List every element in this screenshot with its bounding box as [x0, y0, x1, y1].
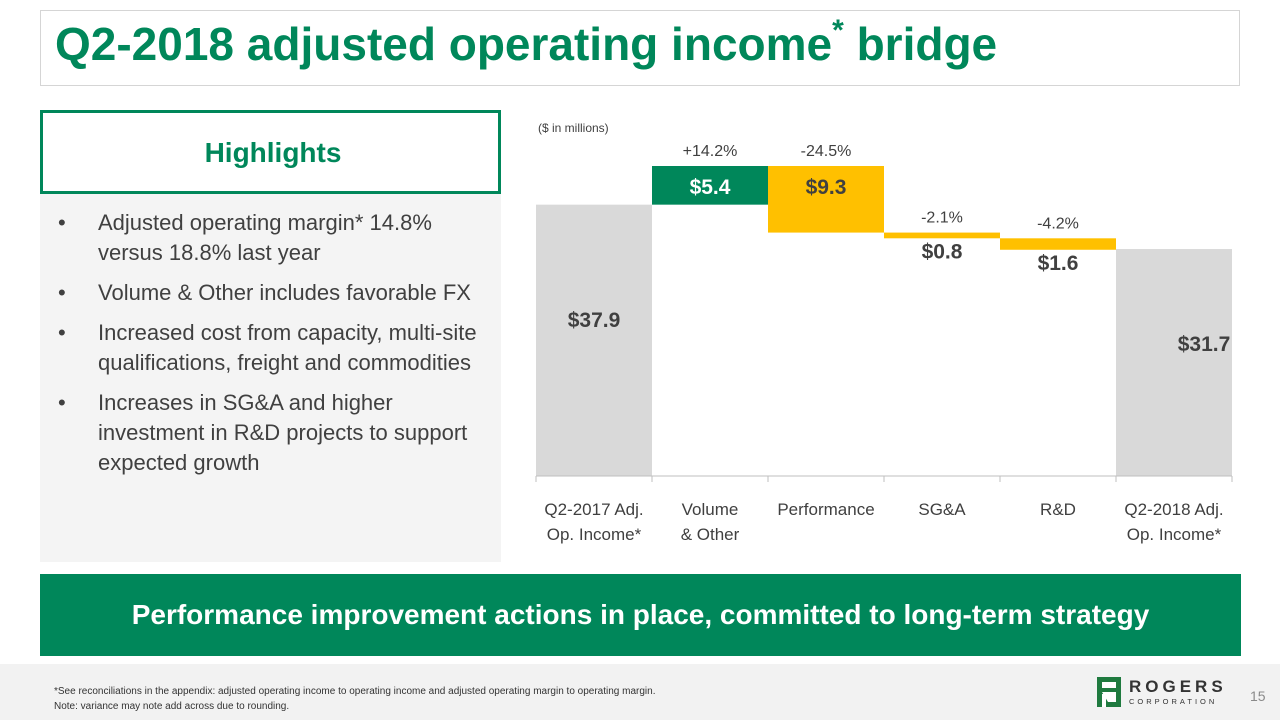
- bar-2: [768, 166, 884, 233]
- category-label-5: Q2-2018 Adj.: [1124, 500, 1223, 519]
- pct-label-2: -24.5%: [801, 143, 852, 160]
- highlight-item: • Adjusted operating margin* 14.8% versus…: [58, 208, 498, 268]
- title-box: Q2-2018 adjusted operating income* bridg…: [40, 10, 1240, 86]
- pct-label-1: +14.2%: [683, 143, 738, 160]
- category-label-0: Q2-2017 Adj.: [544, 500, 643, 519]
- title-asterisk: *: [832, 13, 844, 47]
- pct-label-3: -2.1%: [921, 210, 963, 227]
- page-title: Q2-2018 adjusted operating income* bridg…: [55, 13, 998, 71]
- logo-wordmark: ROGERS: [1129, 677, 1227, 696]
- bar-0: [536, 204, 652, 476]
- title-text: Q2-2018 adjusted operating income: [55, 18, 833, 70]
- highlights-list: • Adjusted operating margin* 14.8% versus…: [58, 208, 498, 488]
- data-label-4: $1.6: [1038, 252, 1079, 275]
- highlights-header: Highlights: [40, 110, 501, 194]
- bullet-marker: •: [58, 280, 66, 305]
- rogers-logo-mark: [1097, 677, 1121, 707]
- footnote: *See reconciliations in the appendix: ad…: [54, 684, 656, 714]
- category-label-4: R&D: [1040, 500, 1076, 519]
- category-label-3: SG&A: [918, 500, 966, 519]
- bullet-marker: •: [58, 390, 66, 415]
- data-label-2: $9.3: [806, 176, 847, 199]
- category-label-1: & Other: [681, 525, 740, 544]
- logo-subtitle: CORPORATION: [1129, 697, 1218, 706]
- bar-1: [652, 166, 768, 205]
- bullet-marker: •: [58, 320, 66, 345]
- highlight-text: Increases in SG&A and higher investment …: [98, 390, 468, 475]
- title-tail: bridge: [843, 18, 998, 70]
- chart-svg: ($ in millions) $37.9 $5.4 +14.2% $9.3 -24.5%…: [535, 121, 1233, 544]
- footnote-line-1: *See reconciliations in the appendix: ad…: [54, 686, 656, 697]
- rogers-logo: ROGERS CORPORATION: [1096, 676, 1226, 708]
- bar-4: [1000, 238, 1116, 250]
- highlight-text: Adjusted operating margin* 14.8% versus …: [98, 210, 432, 265]
- data-label-0: $37.9: [568, 309, 621, 332]
- footnote-line-2: Note: variance may note add across due t…: [54, 701, 290, 712]
- category-label-0: Op. Income*: [547, 525, 642, 544]
- bullet-marker: •: [58, 210, 66, 235]
- data-label-3: $0.8: [922, 240, 963, 263]
- page-number: 15: [1250, 688, 1266, 704]
- highlight-item: • Volume & Other includes favorable FX: [58, 278, 498, 308]
- pct-label-4: -4.2%: [1037, 215, 1079, 232]
- category-label-5: Op. Income*: [1127, 525, 1222, 544]
- data-label-5: $31.7: [1178, 333, 1231, 356]
- data-label-1: $5.4: [690, 176, 731, 199]
- highlights-title: Highlights: [204, 137, 342, 168]
- highlight-item: • Increased cost from capacity, multi-sit…: [58, 318, 498, 378]
- highlight-item: • Increases in SG&A and higher investment…: [58, 388, 498, 478]
- unit-note: ($ in millions): [538, 121, 609, 135]
- strategy-banner: Performance improvement actions in place…: [40, 574, 1241, 656]
- bar-3: [884, 232, 1000, 239]
- footer: *See reconciliations in the appendix: ad…: [0, 664, 1280, 720]
- category-label-2: Performance: [777, 500, 874, 519]
- highlight-text: Increased cost from capacity, multi-site…: [98, 320, 477, 375]
- highlight-text: Volume & Other includes favorable FX: [98, 280, 471, 305]
- category-label-1: Volume: [682, 500, 739, 519]
- bar-5: [1116, 249, 1232, 476]
- waterfall-chart: ($ in millions) $37.9 $5.4 +14.2% $9.3 -24.5%…: [520, 110, 1260, 560]
